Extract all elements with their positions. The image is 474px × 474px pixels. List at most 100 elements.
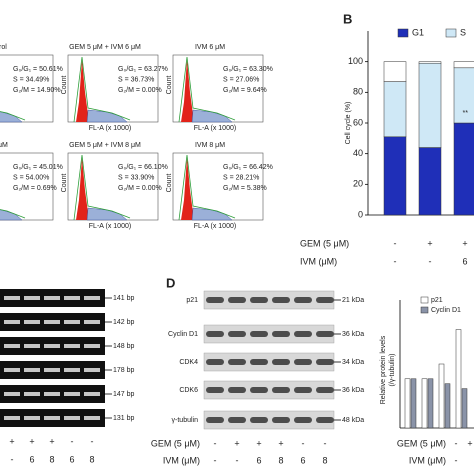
condition-value: - xyxy=(11,454,14,464)
x-axis-label: FL-A (x 1000) xyxy=(89,223,131,230)
band xyxy=(228,297,246,303)
plot-title: IVM 6 μM xyxy=(195,44,225,51)
g1-peak xyxy=(76,59,89,122)
y-axis-title: Relative protein levels xyxy=(380,335,387,404)
outline xyxy=(0,209,26,219)
condition-value: 6 xyxy=(29,454,34,464)
condition-label: GEM (5 μM) xyxy=(300,238,349,248)
condition-value: 8 xyxy=(322,455,327,465)
condition-label: IVM (μM) xyxy=(163,455,200,465)
band xyxy=(84,368,100,372)
band xyxy=(24,368,40,372)
plot-title: GEM 5 μM + IVM 6 μM xyxy=(69,44,141,51)
y-axis-label: Count xyxy=(166,174,173,193)
stat: G₂/M = 0.00% xyxy=(118,185,162,192)
size-label: 148 bp xyxy=(113,343,135,350)
plot-title: GEM 5 μM + IVM 8 μM xyxy=(69,142,141,149)
band xyxy=(316,331,334,337)
x-axis-label: FL-A (x 1000) xyxy=(194,223,236,230)
band xyxy=(272,297,290,303)
y-tick-label: 20 xyxy=(353,179,363,189)
size-label: 48 kDa xyxy=(342,417,364,424)
protein-label: CDK4 xyxy=(179,359,198,366)
band xyxy=(316,297,334,303)
size-label: 147 bp xyxy=(113,391,135,398)
stat: G₀/G₁ = 50.61% xyxy=(13,66,63,73)
band xyxy=(316,387,334,393)
band xyxy=(24,392,40,396)
band xyxy=(228,387,246,393)
stat: G₂/M = 0.00% xyxy=(118,87,162,94)
y-axis-label: Count xyxy=(166,76,173,95)
condition-value: - xyxy=(302,438,305,448)
band xyxy=(4,368,20,372)
band xyxy=(294,331,312,337)
bar-segment xyxy=(418,147,442,216)
band xyxy=(4,344,20,348)
condition-value: + xyxy=(234,438,239,448)
x-axis-label: FL-A (x 1000) xyxy=(194,125,236,132)
band xyxy=(4,320,20,324)
protein-label: γ-tubulin xyxy=(172,417,199,424)
outline xyxy=(178,56,236,123)
bar-segment xyxy=(383,81,407,138)
band xyxy=(4,416,20,420)
s-phase xyxy=(0,209,23,221)
stat: S = 54.00% xyxy=(13,174,49,181)
bar xyxy=(421,378,428,429)
condition-value: 8 xyxy=(278,455,283,465)
band xyxy=(44,296,60,300)
band xyxy=(250,387,268,393)
condition-value: - xyxy=(429,256,432,266)
stat: S = 33.90% xyxy=(118,174,154,181)
band xyxy=(44,368,60,372)
bar xyxy=(427,378,434,429)
condition-value: 6 xyxy=(300,455,305,465)
y-tick-label: 80 xyxy=(353,87,363,97)
condition-value: 6 xyxy=(462,256,467,266)
band xyxy=(4,296,20,300)
band xyxy=(272,359,290,365)
condition-value: - xyxy=(455,455,458,465)
band xyxy=(250,417,268,423)
legend-swatch xyxy=(397,28,409,38)
legend-label: p21 xyxy=(431,297,443,304)
band xyxy=(228,417,246,423)
y-tick-label: 60 xyxy=(353,117,363,127)
bar-segment xyxy=(383,136,407,216)
condition-value: + xyxy=(49,436,54,446)
band xyxy=(206,387,224,393)
g1-peak xyxy=(181,59,194,122)
band xyxy=(206,359,224,365)
y-axis-label: Count xyxy=(61,174,68,193)
condition-value: + xyxy=(278,438,283,448)
outline xyxy=(73,56,131,123)
band xyxy=(24,320,40,324)
band xyxy=(272,331,290,337)
stat: G₀/G₁ = 66.10% xyxy=(118,164,168,171)
condition-value: + xyxy=(467,438,472,448)
y-tick-label: 40 xyxy=(353,148,363,158)
y-axis-title: (/γ-tubulin) xyxy=(389,353,396,386)
plot-title: 5 μM xyxy=(0,142,8,149)
protein-label: CDK6 xyxy=(179,387,198,394)
size-label: 21 kDa xyxy=(342,297,364,304)
band xyxy=(294,417,312,423)
band xyxy=(228,331,246,337)
band xyxy=(272,387,290,393)
size-label: 142 bp xyxy=(113,319,135,326)
stat: S = 28.21% xyxy=(223,174,259,181)
condition-value: - xyxy=(91,436,94,446)
panel-label: D xyxy=(166,275,175,290)
bar-segment xyxy=(418,61,442,64)
condition-value: - xyxy=(455,438,458,448)
bar xyxy=(444,383,451,429)
condition-value: - xyxy=(214,438,217,448)
size-label: 36 kDa xyxy=(342,387,364,394)
condition-value: - xyxy=(394,238,397,248)
bar-segment xyxy=(383,61,407,82)
band xyxy=(4,392,20,396)
stat: G₀/G₁ = 66.42% xyxy=(223,164,273,171)
band xyxy=(44,392,60,396)
